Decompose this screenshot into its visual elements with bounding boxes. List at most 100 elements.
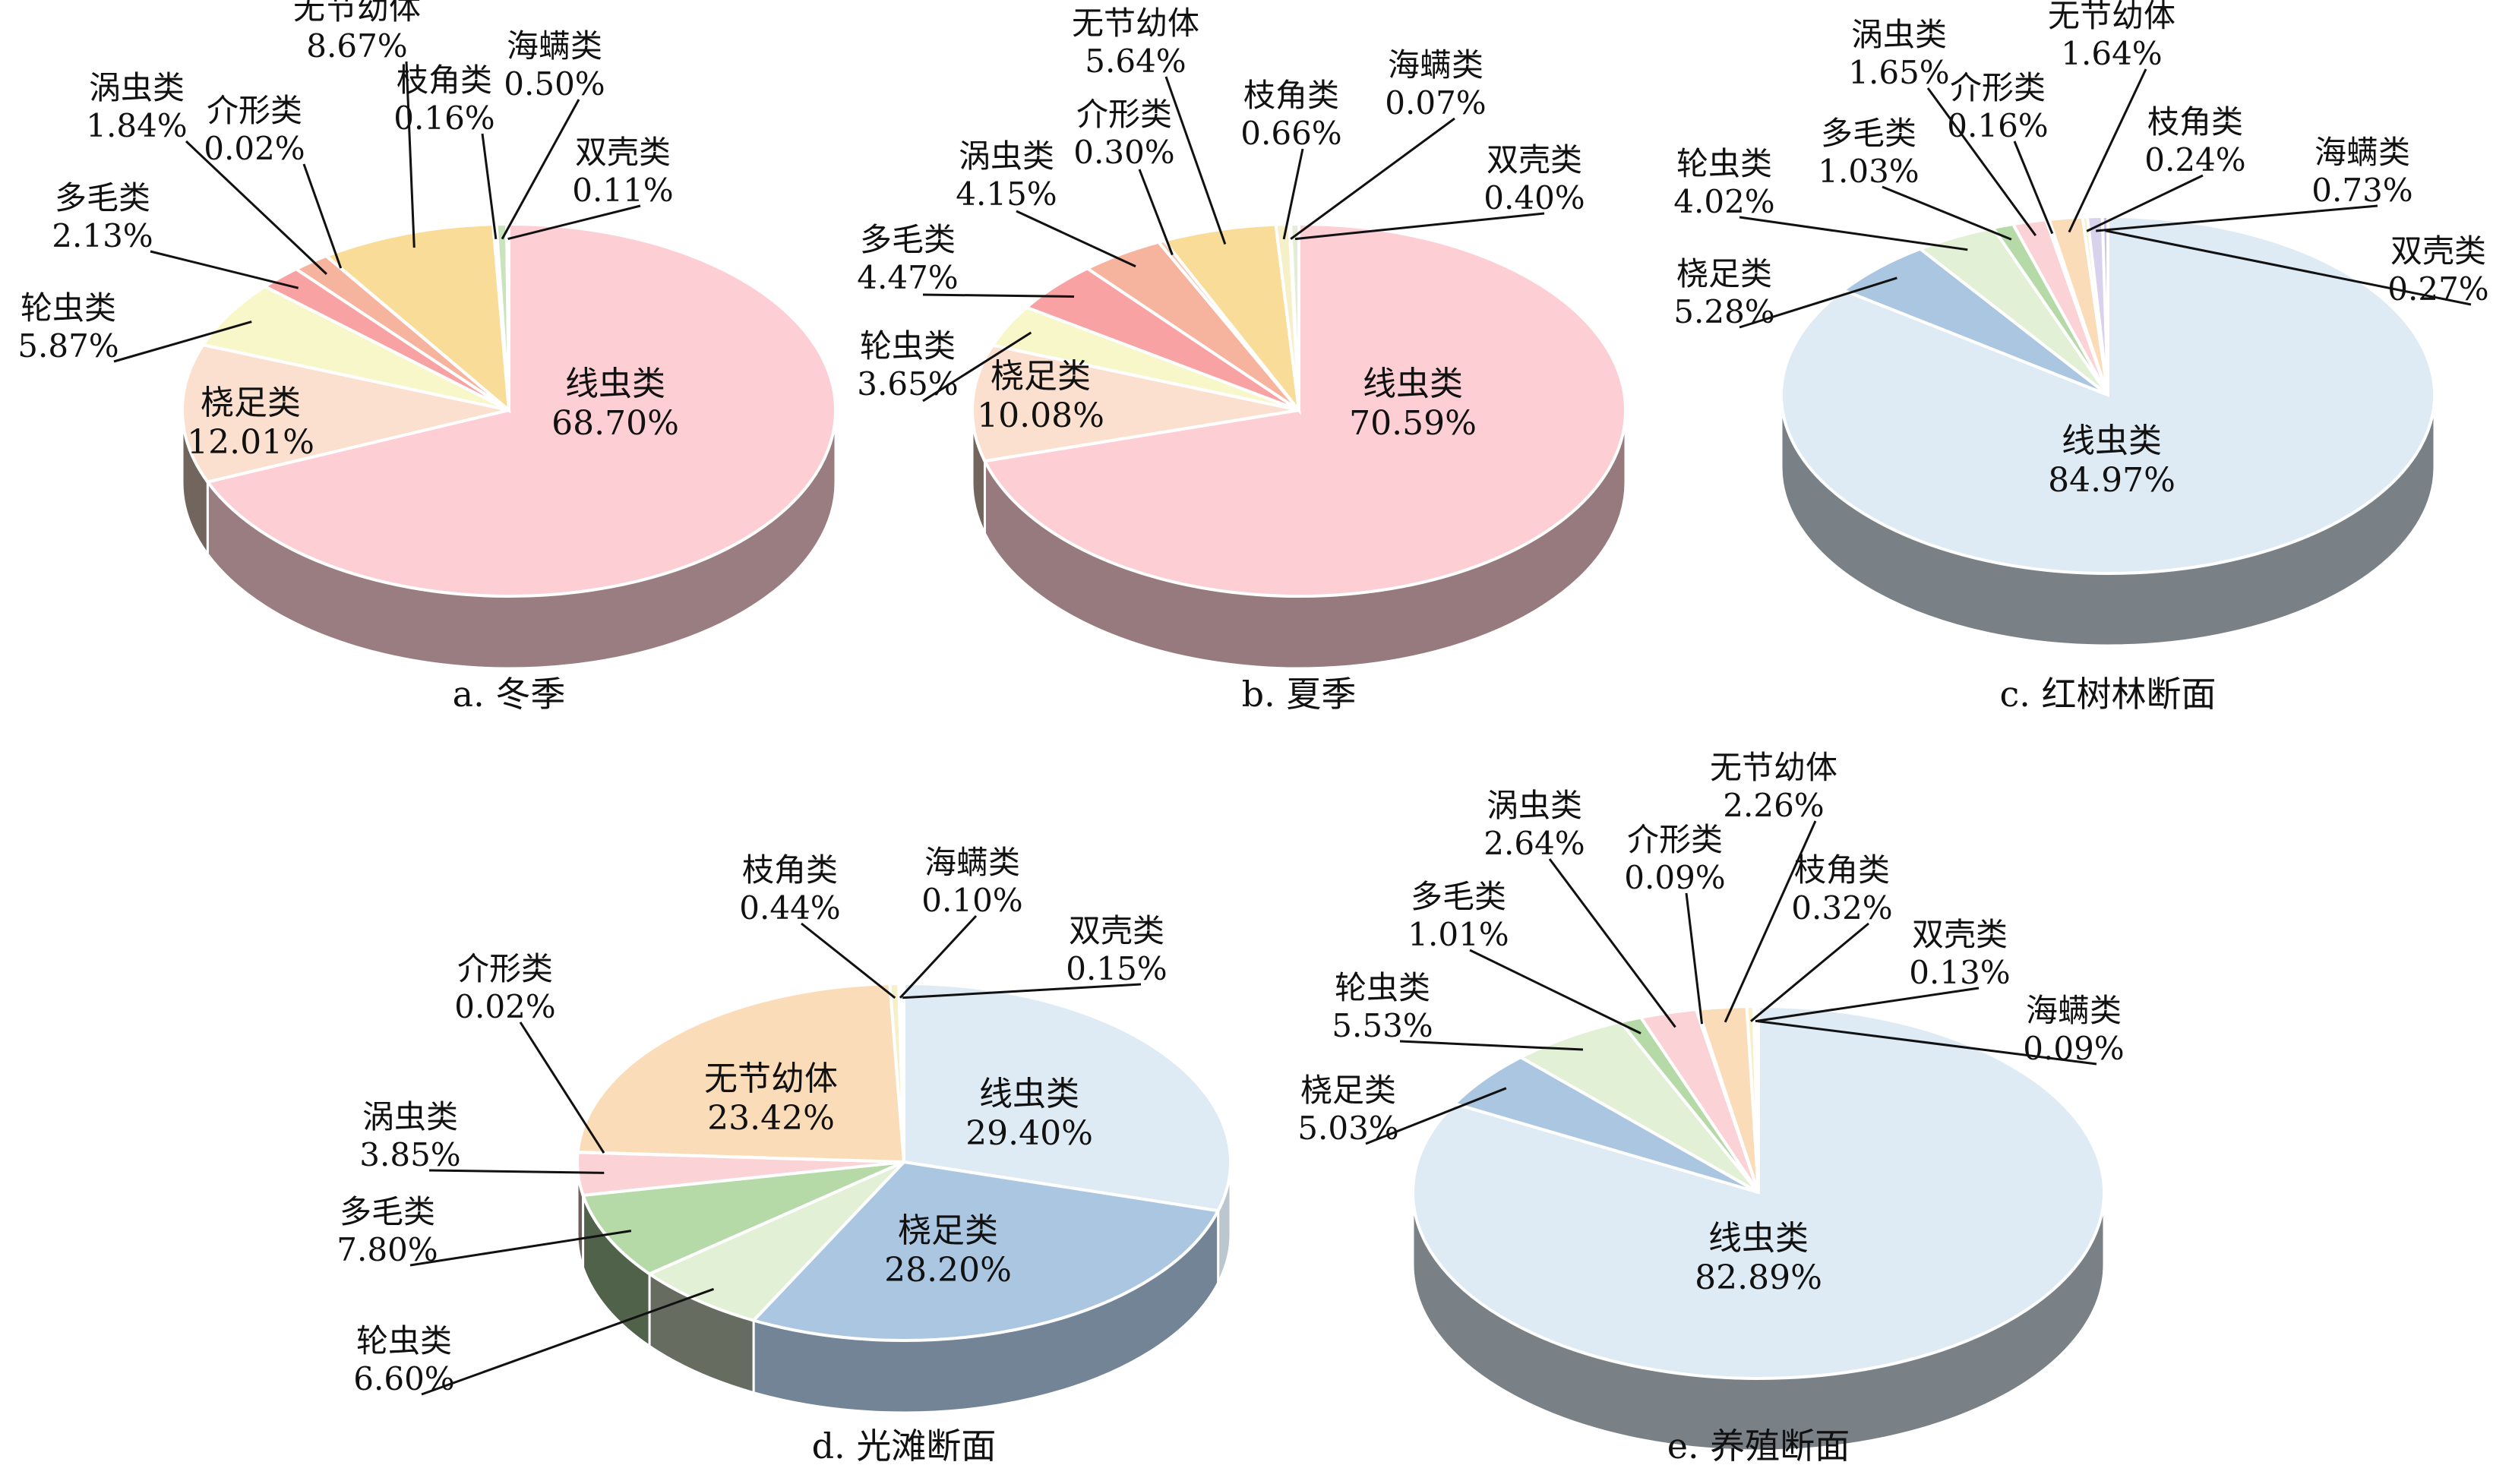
- slice-name-label: 双壳类: [1487, 141, 1582, 178]
- pie-slice: [1755, 1004, 1760, 1193]
- slice-name-label: 桡足类: [201, 384, 301, 422]
- slice-name-label: 多毛类: [1411, 878, 1506, 915]
- slice-value-label: 0.15%: [1066, 950, 1167, 987]
- slice-name-label: 枝角类: [2147, 103, 2243, 141]
- slice-value-label: 8.67%: [306, 27, 407, 65]
- slice-name-label: 涡虫类: [89, 69, 185, 106]
- slice-name-label: 介形类: [1076, 96, 1172, 133]
- slice-name-label: 无节幼体: [293, 0, 421, 27]
- slice-name-label: 线虫类: [1363, 365, 1463, 403]
- slice-value-label: 1.01%: [1408, 916, 1509, 953]
- pie-slice: [201, 284, 510, 412]
- leader-line: [519, 1021, 605, 1154]
- slice-value-label: 0.11%: [572, 172, 673, 209]
- slice-name-label: 海螨类: [507, 27, 602, 65]
- slice-value-label: 5.64%: [1085, 43, 1186, 80]
- leader-line: [2068, 68, 2147, 233]
- slice-name-label: 多毛类: [55, 179, 150, 216]
- slice-name-label: 枝角类: [1794, 851, 1890, 889]
- leader-line: [2096, 204, 2378, 232]
- slice-value-label: 1.03%: [1818, 153, 1919, 190]
- leader-line: [1294, 212, 1545, 241]
- slice-value-label: 0.27%: [2387, 270, 2488, 308]
- slice-name-label: 海螨类: [1388, 46, 1484, 84]
- leader-line: [1755, 987, 1980, 1023]
- slice-name-label: 海螨类: [2026, 992, 2122, 1029]
- leader-line: [113, 320, 252, 363]
- slice-name-label: 枝角类: [1243, 77, 1339, 114]
- slice-name-label: 介形类: [1627, 821, 1723, 858]
- slice-value-label: 7.80%: [337, 1231, 438, 1268]
- leader-line: [1757, 1020, 2097, 1066]
- pie-slice: [323, 223, 511, 414]
- slice-name-label: 双壳类: [1069, 912, 1164, 949]
- leader-line: [1926, 87, 2037, 237]
- panel-caption: c. 红树林断面: [1999, 674, 2216, 715]
- slice-name-label: 无节幼体: [2048, 0, 2175, 34]
- slice-name-label: 介形类: [1950, 69, 2046, 106]
- slice-value-label: 0.73%: [2311, 172, 2412, 209]
- slice-value-label: 84.97%: [2048, 461, 2175, 500]
- slice-value-label: 29.40%: [965, 1114, 1093, 1153]
- slice-value-label: 0.40%: [1484, 179, 1585, 216]
- slice-name-label: 轮虫类: [356, 1322, 452, 1359]
- leader-line: [409, 1230, 632, 1267]
- pie-slice: [576, 982, 906, 1164]
- leader-line: [2013, 141, 2054, 235]
- slice-value-label: 4.47%: [857, 259, 958, 296]
- leader-line: [922, 331, 1032, 403]
- slice-name-label: 涡虫类: [959, 137, 1054, 175]
- slice-name-label: 线虫类: [979, 1075, 1079, 1113]
- panel-caption: e. 养殖断面: [1667, 1426, 1850, 1467]
- slice-name-label: 无节幼体: [1072, 5, 1199, 42]
- slice-value-label: 23.42%: [707, 1099, 835, 1138]
- leader-line: [1399, 1040, 1584, 1051]
- slice-value-label: 2.13%: [52, 217, 153, 254]
- leader-line: [899, 914, 978, 999]
- pie-slice: [1840, 247, 2109, 396]
- leader-line: [1138, 169, 1174, 256]
- leader-line: [1685, 892, 1704, 1025]
- slice-value-label: 4.02%: [1673, 183, 1774, 220]
- slice-name-label: 线虫类: [565, 365, 665, 403]
- pie-top: [1780, 214, 2436, 575]
- slice-value-label: 1.65%: [1848, 54, 1949, 91]
- slice-name-label: 双壳类: [575, 134, 671, 171]
- pie-slice: [505, 222, 510, 411]
- pie-slice: [982, 222, 1627, 598]
- slice-name-label: 线虫类: [2062, 422, 2162, 460]
- slice-name-label: 海螨类: [2315, 134, 2410, 171]
- slice-value-label: 12.01%: [187, 423, 314, 462]
- slice-value-label: 4.15%: [956, 175, 1057, 213]
- leader-line: [1290, 117, 1455, 240]
- slice-name-label: 桡足类: [898, 1211, 998, 1250]
- slice-name-label: 无节幼体: [704, 1059, 838, 1098]
- pie-top: [576, 981, 1232, 1342]
- leader-line: [2086, 174, 2204, 232]
- pie-slice: [902, 981, 1232, 1213]
- leader-line: [150, 250, 299, 289]
- slice-name-label: 轮虫类: [21, 289, 116, 327]
- slice-value-label: 0.10%: [921, 882, 1022, 919]
- pie-top: [1411, 1004, 2106, 1380]
- slice-name-label: 桡足类: [1300, 1072, 1396, 1109]
- pie-slice: [181, 343, 510, 484]
- leader-line: [1724, 820, 1817, 1023]
- leader-line: [801, 922, 896, 999]
- leader-line: [405, 61, 416, 248]
- slice-value-label: 0.50%: [504, 65, 605, 103]
- pie-slice: [580, 1160, 905, 1276]
- slice-name-label: 涡虫类: [362, 1098, 458, 1135]
- slice-name-label: 轮虫类: [860, 327, 956, 365]
- leader-line: [501, 99, 580, 240]
- leader-line: [922, 293, 1075, 298]
- slice-value-label: 2.26%: [1723, 787, 1824, 824]
- pie-slice: [204, 222, 837, 598]
